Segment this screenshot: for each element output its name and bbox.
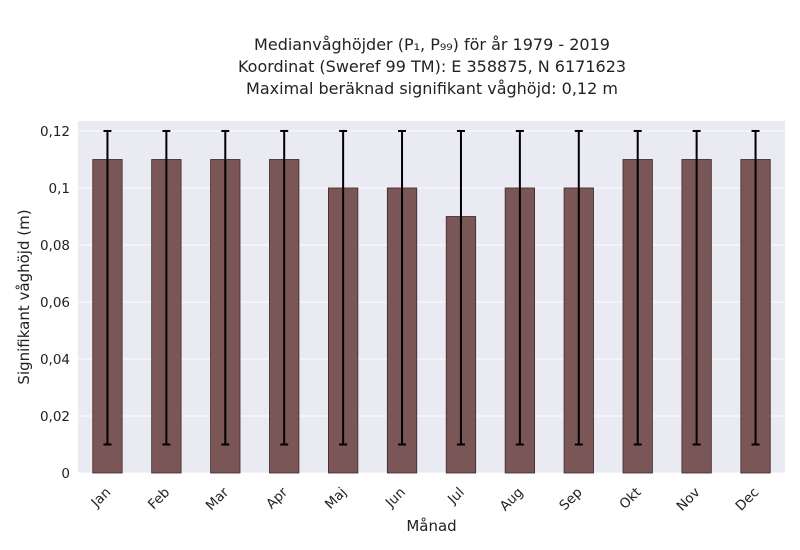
y-tick-label: 0,02: [40, 409, 70, 425]
y-tick-label: 0,06: [40, 295, 70, 311]
x-tick-label: Maj: [322, 485, 350, 513]
x-tick-label: Jul: [444, 485, 468, 509]
chart-title-line-2: Koordinat (Sweref 99 TM): E 358875, N 61…: [237, 57, 627, 76]
y-axis-label: Signifikant våghöjd (m): [15, 209, 33, 384]
chart-title-line-3: Maximal beräknad signifikant våghöjd: 0,…: [246, 79, 618, 98]
x-tick-label: Feb: [145, 485, 173, 513]
x-tick-label: Okt: [616, 485, 644, 513]
grid-lines: [78, 130, 785, 474]
y-tick-label: 0,12: [40, 124, 70, 140]
x-tick-label: Aug: [497, 485, 527, 515]
y-tick-label: 0: [61, 466, 70, 482]
x-tick-label: Nov: [674, 485, 704, 515]
y-tick-label: 0,08: [40, 238, 70, 254]
x-axis-label: Månad: [406, 517, 456, 535]
x-tick-label: Apr: [263, 484, 291, 512]
x-tick-labels: Jan Feb Mar Apr Maj Jun Jul Aug Sep Okt Nov Dec: [88, 484, 763, 514]
x-tick-label: Jun: [382, 485, 409, 512]
error-bars: [103, 129, 760, 446]
x-tick-label: Jan: [88, 485, 115, 512]
chart-title-line-1: Medianvåghöjder (P₁, P₉₉) för år 1979 - …: [254, 35, 610, 54]
y-tick-label: 0,1: [49, 181, 70, 197]
y-tick-labels: 0 0,02 0,04 0,06 0,08 0,1 0,12: [40, 124, 70, 482]
x-tick-label: Mar: [203, 484, 233, 514]
y-tick-label: 0,04: [40, 352, 70, 368]
x-tick-label: Dec: [733, 485, 763, 515]
chart-title: Medianvåghöjder (P₁, P₉₉) för år 1979 - …: [92, 34, 772, 100]
plot-area: [78, 121, 785, 473]
x-tick-label: Sep: [556, 485, 585, 514]
